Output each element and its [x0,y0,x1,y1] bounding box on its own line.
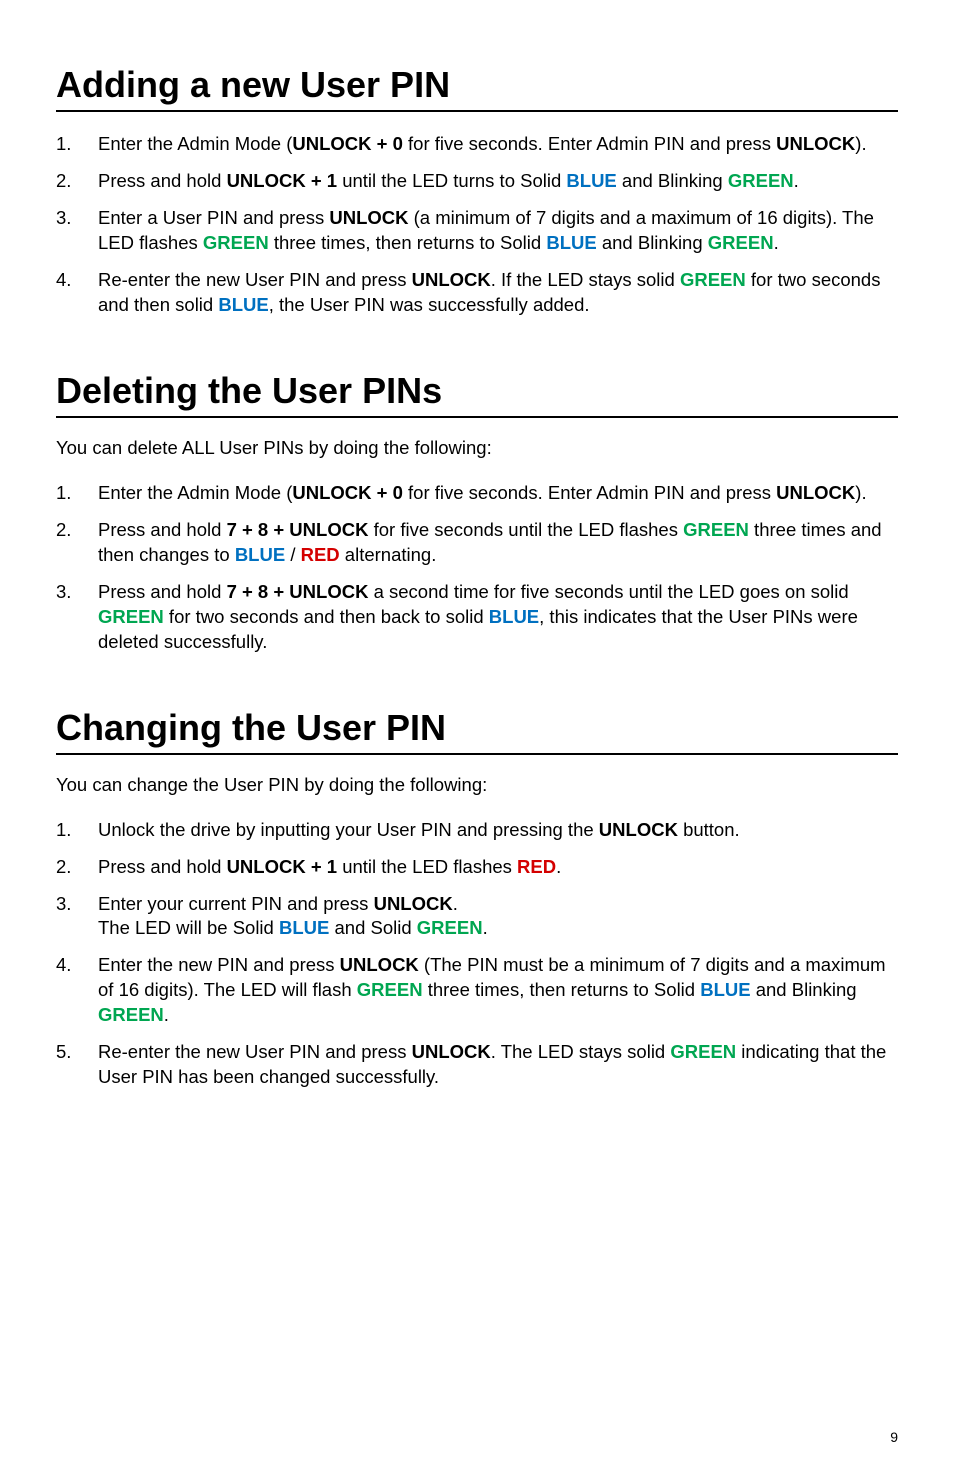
text-green: GREEN [357,979,423,1000]
text-run: Press and hold [98,170,227,191]
step-item: Enter your current PIN and press UNLOCK.… [56,892,898,942]
steps-list: Enter the Admin Mode (UNLOCK + 0 for fiv… [56,132,898,318]
text-bold: UNLOCK + 0 [292,133,403,154]
section-gap [56,667,898,707]
text-run: . [453,893,458,914]
text-run: . [483,917,488,938]
text-run: Unlock the drive by inputting your User … [98,819,599,840]
text-run: Re-enter the new User PIN and press [98,269,412,290]
text-run: until the LED turns to Solid [337,170,566,191]
text-blue: BLUE [279,917,329,938]
text-bold: UNLOCK + 1 [227,856,338,877]
section-gap [56,330,898,370]
text-run: for five seconds until the LED flashes [368,519,683,540]
text-run: Enter the Admin Mode ( [98,133,292,154]
text-blue: BLUE [566,170,616,191]
text-bold: UNLOCK [412,269,491,290]
section-title: Deleting the User PINs [56,370,898,418]
text-run: and Solid [329,917,416,938]
text-run: Re-enter the new User PIN and press [98,1041,412,1062]
text-run: button. [678,819,740,840]
section-title: Adding a new User PIN [56,64,898,112]
text-run: . [794,170,799,191]
text-red: RED [301,544,340,565]
steps-list: Enter the Admin Mode (UNLOCK + 0 for fiv… [56,481,898,655]
step-item: Press and hold 7 + 8 + UNLOCK a second t… [56,580,898,655]
step-item: Enter the Admin Mode (UNLOCK + 0 for fiv… [56,481,898,506]
text-green: GREEN [98,1004,164,1025]
steps-list: Unlock the drive by inputting your User … [56,818,898,1091]
step-item: Re-enter the new User PIN and press UNLO… [56,268,898,318]
text-run: ). [855,482,866,503]
text-blue: BLUE [546,232,596,253]
text-blue: BLUE [700,979,750,1000]
text-bold: UNLOCK [776,482,855,503]
text-run: and Blinking [751,979,857,1000]
text-run: Press and hold [98,856,227,877]
text-run: alternating. [340,544,437,565]
step-item: Press and hold UNLOCK + 1 until the LED … [56,169,898,194]
step-item: Re-enter the new User PIN and press UNLO… [56,1040,898,1090]
document-page: Adding a new User PIN Enter the Admin Mod… [0,0,954,1475]
text-green: GREEN [683,519,749,540]
text-run: . [556,856,561,877]
text-run: Enter the Admin Mode ( [98,482,292,503]
step-item: Enter the Admin Mode (UNLOCK + 0 for fiv… [56,132,898,157]
text-bold: UNLOCK [329,207,408,228]
text-run: Press and hold [98,519,227,540]
section-intro: You can delete ALL User PINs by doing th… [56,436,898,461]
text-run: / [285,544,300,565]
page-number: 9 [890,1429,898,1445]
text-run: Enter a User PIN and press [98,207,329,228]
text-run: for five seconds. Enter Admin PIN and pr… [403,133,776,154]
text-green: GREEN [708,232,774,253]
text-run: until the LED flashes [337,856,517,877]
text-bold: 7 + 8 + UNLOCK [227,519,369,540]
text-run: . [164,1004,169,1025]
text-green: GREEN [98,606,164,627]
text-run: Enter your current PIN and press [98,893,374,914]
text-bold: UNLOCK [776,133,855,154]
text-bold: UNLOCK [340,954,419,975]
text-run: ). [855,133,866,154]
step-item: Enter a User PIN and press UNLOCK (a min… [56,206,898,256]
text-green: GREEN [417,917,483,938]
text-run: The LED will be Solid [98,917,279,938]
text-run: and Blinking [617,170,728,191]
text-run: . If the LED stays solid [491,269,680,290]
text-bold: UNLOCK + 1 [227,170,338,191]
text-blue: BLUE [235,544,285,565]
text-bold: UNLOCK [412,1041,491,1062]
text-run: three times, then returns to Solid [269,232,547,253]
step-item: Press and hold 7 + 8 + UNLOCK for five s… [56,518,898,568]
text-red: RED [517,856,556,877]
text-run: for five seconds. Enter Admin PIN and pr… [403,482,776,503]
text-bold: 7 + 8 + UNLOCK [227,581,369,602]
text-bold: UNLOCK [599,819,678,840]
text-run: three times, then returns to Solid [423,979,701,1000]
text-run: . [774,232,779,253]
text-run: and Blinking [597,232,708,253]
text-run: Enter the new PIN and press [98,954,340,975]
step-item: Unlock the drive by inputting your User … [56,818,898,843]
text-run: . The LED stays solid [491,1041,671,1062]
text-blue: BLUE [489,606,539,627]
sections-container: Adding a new User PIN Enter the Admin Mod… [56,64,898,1090]
text-bold: UNLOCK [374,893,453,914]
text-green: GREEN [203,232,269,253]
text-bold: UNLOCK + 0 [292,482,403,503]
step-item: Enter the new PIN and press UNLOCK (The … [56,953,898,1028]
text-run: Press and hold [98,581,227,602]
step-item: Press and hold UNLOCK + 1 until the LED … [56,855,898,880]
section-intro: You can change the User PIN by doing the… [56,773,898,798]
text-run: a second time for five seconds until the… [368,581,848,602]
text-run: , the User PIN was successfully added. [269,294,590,315]
text-green: GREEN [670,1041,736,1062]
text-blue: BLUE [218,294,268,315]
text-run: for two seconds and then back to solid [164,606,489,627]
text-green: GREEN [728,170,794,191]
section-title: Changing the User PIN [56,707,898,755]
text-green: GREEN [680,269,746,290]
